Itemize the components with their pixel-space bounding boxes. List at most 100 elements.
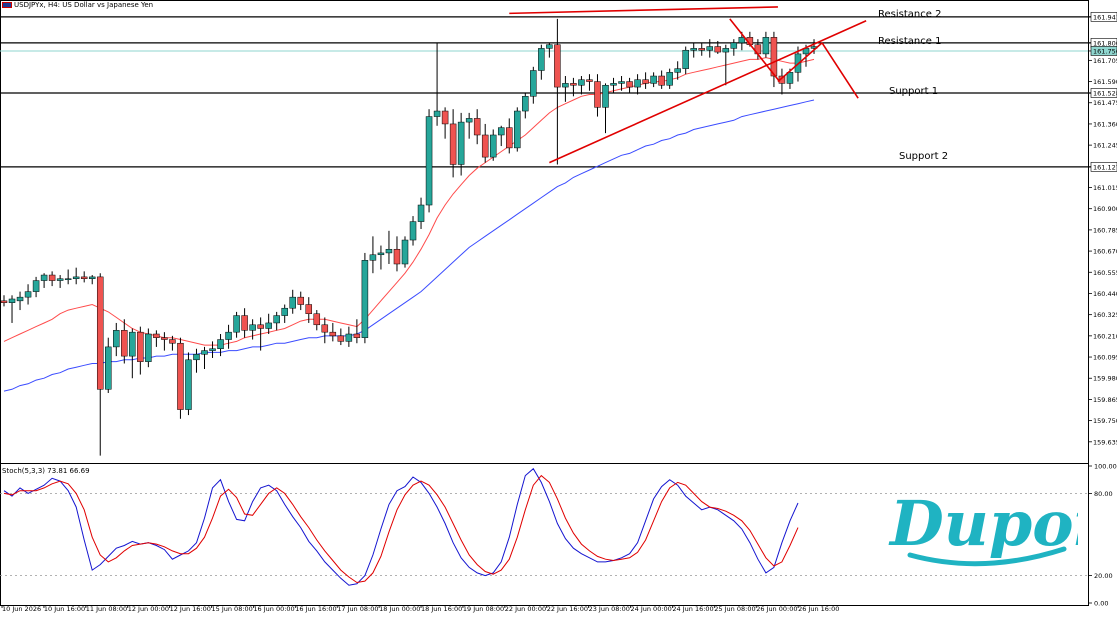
dupoin-logo: Dupoin (888, 487, 1078, 567)
candle-body (217, 339, 224, 349)
candle-body (105, 346, 112, 390)
stoch-panel-frame (0, 463, 1089, 606)
candle-body (281, 307, 288, 316)
price-tick-label: 161.590 (1093, 78, 1117, 86)
time-tick-label: 26 Jun 16:00 (798, 605, 839, 613)
candle-body (698, 48, 705, 51)
candle-body (714, 46, 722, 53)
candle-body (297, 296, 304, 305)
candle-body (522, 96, 529, 112)
candle-body (626, 81, 633, 88)
candle-body (578, 79, 585, 86)
candle-body (16, 296, 24, 302)
price-tick-label: 160.670 (1093, 248, 1117, 256)
candle-body (209, 348, 216, 351)
candle-body (48, 274, 56, 281)
price-tick-label: 161.015 (1093, 184, 1117, 192)
stoch-tick-label: 0.00 (1094, 600, 1108, 608)
candle-body (40, 274, 48, 281)
candle-body (465, 118, 473, 123)
candle-body (185, 359, 192, 410)
candle-body (305, 304, 313, 314)
price-tick-label: 161.127 (1093, 163, 1117, 171)
price-tick-label: 160.325 (1093, 311, 1117, 319)
candle-body (361, 260, 369, 338)
candle-body (738, 37, 746, 44)
stoch-main-line (3, 467, 799, 586)
candle-body (137, 331, 144, 362)
candle-body (497, 127, 505, 136)
candle-body (618, 81, 625, 84)
trend-line (729, 18, 781, 83)
stoch-tick-label: 20.00 (1094, 572, 1113, 580)
candle-body (554, 44, 561, 88)
price-tick-label: 160.095 (1093, 354, 1117, 362)
candle-body (161, 337, 168, 340)
stoch-signal-line (3, 474, 799, 584)
candle-body (0, 300, 8, 303)
candle-body (650, 75, 657, 84)
candle-body (762, 37, 770, 55)
time-tick-label: 12 Jun 16:00 (170, 605, 211, 613)
candle-body (682, 49, 689, 69)
candle-body (225, 331, 232, 340)
candle-body (586, 79, 593, 82)
trend-line (777, 42, 823, 83)
candle-body (594, 81, 601, 108)
price-tick-label: 160.785 (1093, 226, 1117, 234)
price-tick-label: 160.555 (1093, 269, 1117, 277)
candle-body (602, 84, 609, 108)
currency-flag-icon (2, 2, 12, 8)
price-tick-label: 161.800 (1093, 39, 1117, 47)
candle-body (153, 333, 160, 338)
price-tag-box (1090, 88, 1117, 98)
candle-body (506, 127, 513, 149)
ma-fast-line (3, 57, 815, 346)
price-tick-label: 159.865 (1093, 396, 1117, 404)
chart-title: USDJPYx, H4: US Dollar vs Japanese Yen (14, 1, 154, 9)
candle-body (401, 239, 409, 265)
time-tick-label: 17 Jun 08:00 (337, 605, 378, 613)
time-tick-label: 19 Jun 08:00 (463, 605, 504, 613)
time-tick-label: 16 Jun 16:00 (295, 605, 336, 613)
logo-text: Dupoin (888, 487, 1078, 560)
price-tick-label: 161.756 (1093, 47, 1117, 55)
candle-body (530, 70, 537, 97)
candle-body (409, 221, 417, 241)
candle-body (449, 123, 457, 165)
candle-body (289, 296, 296, 309)
support-2-label: Support 2 (899, 151, 949, 162)
stoch-tick-label: 100.00 (1094, 463, 1117, 471)
price-tag-box (1090, 162, 1117, 172)
time-tick-label: 11 Jun 08:00 (86, 605, 127, 613)
resistance-2-label: Resistance 2 (878, 9, 942, 20)
candle-body (8, 298, 16, 303)
candle-body (56, 278, 64, 281)
candle-body (321, 324, 329, 333)
support-1-label: Support 1 (889, 86, 939, 97)
trend-line (821, 42, 859, 99)
candle-body (329, 331, 337, 337)
candle-body (121, 330, 128, 357)
logo-swoosh (907, 546, 1067, 567)
candle-body (770, 37, 778, 77)
candle-body (457, 121, 465, 165)
candle-body (433, 110, 441, 117)
candle-body (634, 79, 641, 88)
candle-body (80, 276, 88, 279)
candle-body (393, 248, 401, 265)
candle-body (345, 333, 353, 342)
candle-body (129, 331, 136, 357)
price-tick-label: 161.705 (1093, 57, 1117, 65)
indicator-label: Stoch(5,3,3) 73.81 66.69 (2, 467, 90, 475)
candle-body (489, 134, 497, 158)
time-tick-label: 18 Jun 00:00 (379, 605, 420, 613)
candle-body (385, 248, 393, 254)
candle-body (64, 278, 72, 280)
time-tick-label: 12 Jun 00:00 (128, 605, 169, 613)
candle-body (642, 79, 649, 84)
price-tick-label: 161.528 (1093, 89, 1117, 97)
candle-body (353, 333, 361, 338)
time-tick-label: 23 Jun 08:00 (589, 605, 630, 613)
